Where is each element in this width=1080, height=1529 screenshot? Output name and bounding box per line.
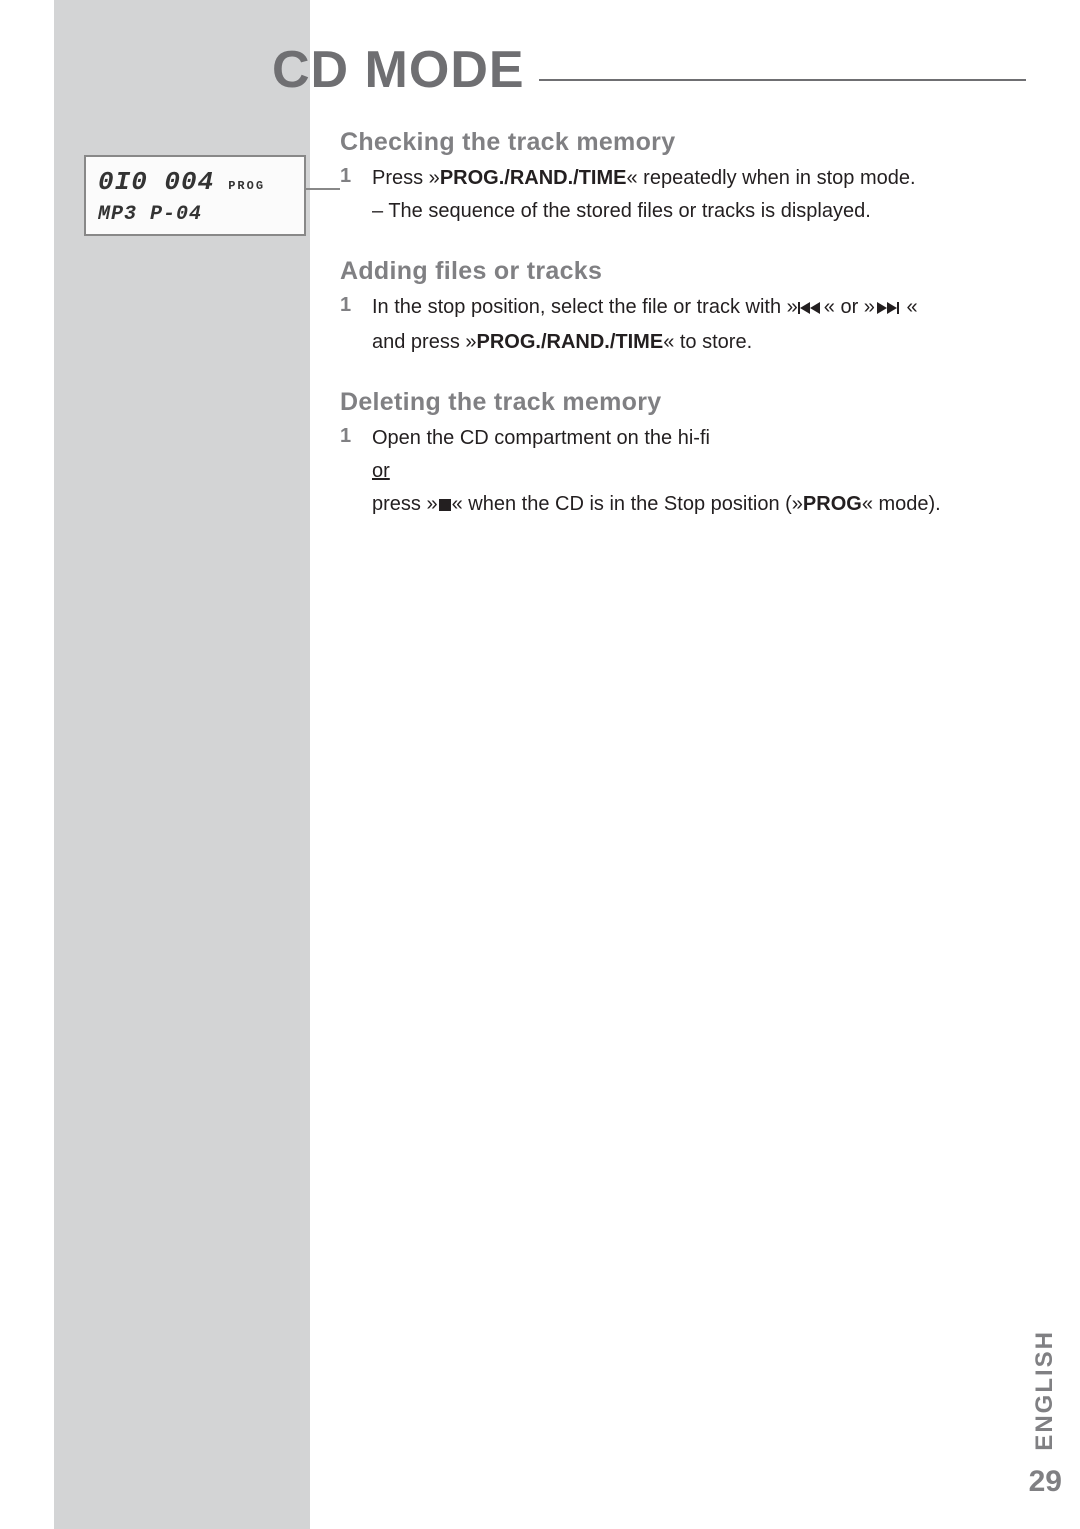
skip-next-icon [875, 296, 901, 323]
lcd-track-number: 0I0 004 [98, 167, 214, 197]
text: « to store. [663, 331, 752, 353]
text: « when the CD is in the Stop position (» [452, 493, 803, 515]
adding-step1-line2: and press »PROG./RAND./TIME« to store. [372, 329, 918, 356]
checking-step-1: 1 Press »PROG./RAND./TIME« repeatedly wh… [340, 165, 1020, 231]
prog-key: PROG [803, 493, 862, 515]
text: and press » [372, 331, 477, 353]
skip-prev-icon [798, 296, 824, 323]
content-area: Checking the track memory 1 Press »PROG.… [340, 128, 1020, 532]
step-number: 1 [340, 425, 358, 526]
checking-note: – The sequence of the stored files or tr… [372, 198, 916, 225]
prog-rand-time-key: PROG./RAND./TIME [440, 167, 627, 189]
section-deleting-title: Deleting the track memory [340, 388, 1020, 417]
section-adding-title: Adding files or tracks [340, 257, 1020, 286]
step-body: In the stop position, select the file or… [372, 294, 918, 362]
lcd-row-1: 0I0 004 PROG [98, 167, 292, 197]
page-title: CD MODE [272, 40, 525, 100]
language-label: ENGLISH [1031, 1330, 1059, 1451]
adding-step1-line1: In the stop position, select the file or… [372, 294, 918, 323]
text: In the stop position, select the file or… [372, 296, 798, 318]
text: Press » [372, 167, 440, 189]
lcd-prog-badge: PROG [228, 179, 265, 193]
text: « or » [824, 296, 875, 318]
stop-icon [438, 493, 452, 520]
or-label: or [372, 460, 390, 482]
text: press » [372, 493, 438, 515]
step-number: 1 [340, 294, 358, 362]
lcd-panel: 0I0 004 PROG MP3 P-04 [84, 155, 306, 236]
prog-rand-time-key: PROG./RAND./TIME [477, 331, 664, 353]
step-number: 1 [340, 165, 358, 231]
title-rule [539, 79, 1026, 81]
lcd-mode-line: MP3 P-04 [98, 203, 292, 226]
step-body: Press »PROG./RAND./TIME« repeatedly when… [372, 165, 916, 231]
deleting-step2-line: press » « when the CD is in the Stop posi… [372, 491, 941, 520]
page-footer: ENGLISH 29 [1029, 1330, 1062, 1499]
page-number: 29 [1029, 1465, 1062, 1499]
section-checking-title: Checking the track memory [340, 128, 1020, 157]
deleting-or: or [372, 458, 941, 485]
text: « repeatedly when in stop mode. [626, 167, 915, 189]
leader-line [306, 188, 340, 190]
text: « mode). [862, 493, 941, 515]
deleting-step1-line: Open the CD compartment on the hi-fi [372, 425, 941, 452]
adding-step-1: 1 In the stop position, select the file … [340, 294, 1020, 362]
text: « [901, 296, 918, 318]
checking-step1-line: Press »PROG./RAND./TIME« repeatedly when… [372, 165, 916, 192]
lcd-screen: 0I0 004 PROG MP3 P-04 [84, 155, 306, 236]
step-body: Open the CD compartment on the hi-fi or … [372, 425, 941, 526]
deleting-step-1: 1 Open the CD compartment on the hi-fi o… [340, 425, 1020, 526]
page-title-row: CD MODE [272, 40, 1026, 100]
